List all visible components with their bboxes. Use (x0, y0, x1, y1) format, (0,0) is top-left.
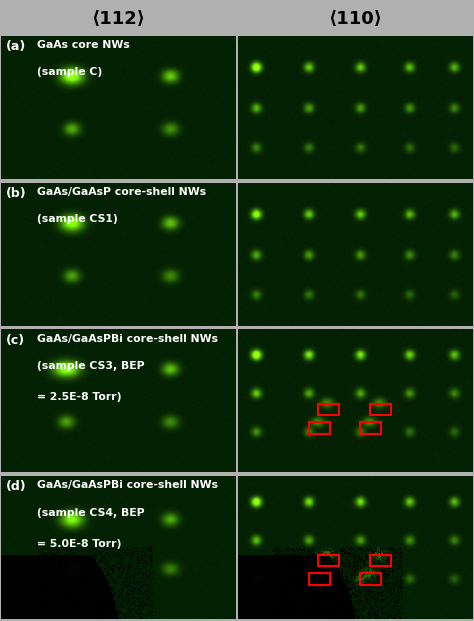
Bar (318, 555, 339, 566)
Bar (309, 422, 330, 434)
Text: = 5.0E-8 Torr): = 5.0E-8 Torr) (36, 539, 121, 549)
Text: = 2.5E-8 Torr): = 2.5E-8 Torr) (36, 392, 121, 402)
Bar (360, 573, 381, 585)
Text: (sample CS4, BEP: (sample CS4, BEP (36, 507, 144, 518)
Bar (309, 573, 330, 585)
Text: (a): (a) (6, 40, 27, 53)
Text: (sample CS1): (sample CS1) (36, 214, 117, 224)
Text: GaAs/GaAsP core-shell NWs: GaAs/GaAsP core-shell NWs (36, 187, 206, 197)
Bar (370, 404, 391, 415)
Text: (b): (b) (6, 187, 27, 200)
Bar (318, 404, 339, 415)
Text: (c): (c) (6, 333, 25, 347)
Text: (d): (d) (6, 481, 27, 494)
Text: GaAs/GaAsPBi core-shell NWs: GaAs/GaAsPBi core-shell NWs (36, 333, 218, 344)
Text: (sample CS3, BEP: (sample CS3, BEP (36, 361, 144, 371)
Text: GaAs/GaAsPBi core-shell NWs: GaAs/GaAsPBi core-shell NWs (36, 481, 218, 491)
Text: ⟨110⟩: ⟨110⟩ (328, 10, 383, 28)
Text: ⟨112⟩: ⟨112⟩ (91, 10, 146, 28)
Text: (sample C): (sample C) (36, 68, 102, 78)
Text: GaAs core NWs: GaAs core NWs (36, 40, 129, 50)
Bar (360, 422, 381, 434)
Bar (370, 555, 391, 566)
